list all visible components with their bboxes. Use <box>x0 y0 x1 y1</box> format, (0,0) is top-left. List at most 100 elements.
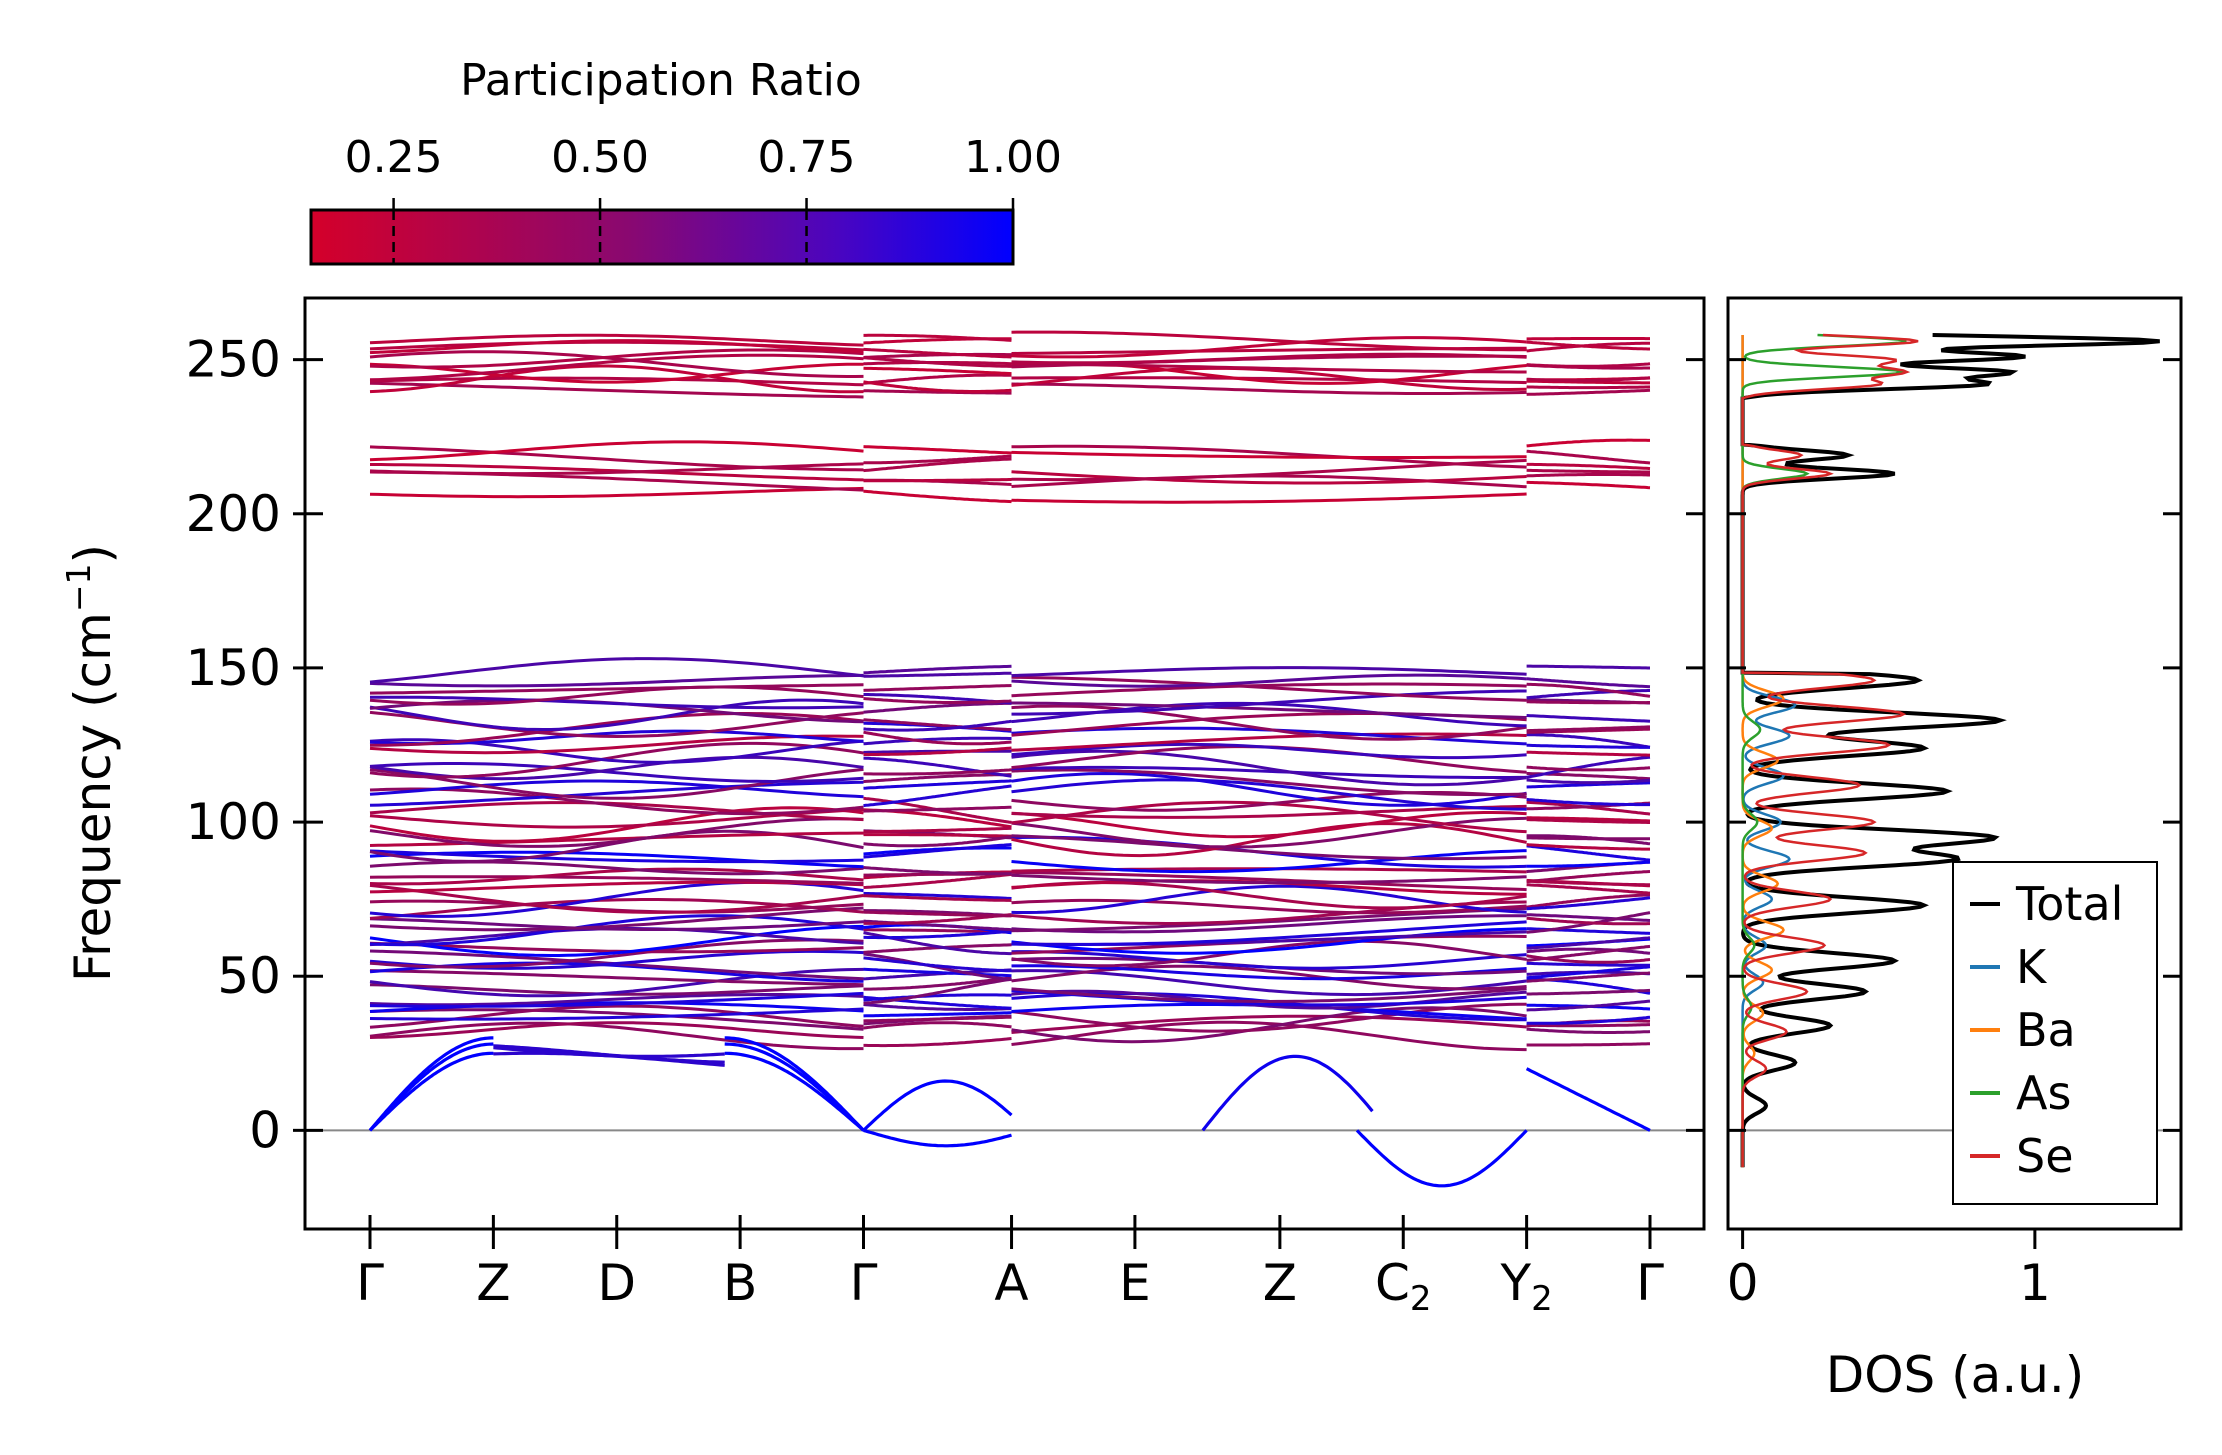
optical-branch <box>1526 947 1651 955</box>
optical-branch <box>1526 844 1651 862</box>
optical-branch <box>369 779 864 799</box>
acoustic-branch <box>493 1046 725 1058</box>
optical-branch <box>369 938 864 969</box>
optical-branch <box>1526 781 1650 789</box>
optical-branch <box>863 356 1012 368</box>
optical-branch <box>369 350 864 378</box>
optical-branch <box>863 805 1012 813</box>
optical-branch <box>369 983 864 996</box>
optical-branch <box>1011 742 1527 760</box>
optical-branch <box>863 976 1012 991</box>
optical-branch <box>1011 939 1527 968</box>
k-point-label: B <box>723 1254 757 1312</box>
optical-branch <box>1526 896 1651 911</box>
optical-branch <box>1526 879 1650 887</box>
optical-branch <box>863 910 1012 918</box>
dos-series-ba <box>1741 335 1785 1168</box>
optical-branch <box>369 991 864 1008</box>
optical-branch <box>1526 714 1651 723</box>
optical-branch <box>369 376 864 387</box>
legend-frame <box>1952 861 2158 1205</box>
optical-branch <box>1526 913 1651 922</box>
optical-branch <box>1526 700 1650 705</box>
optical-branch <box>1526 816 1651 823</box>
optical-branch <box>863 454 1012 465</box>
optical-branch <box>369 806 864 843</box>
optical-branch <box>1526 750 1650 757</box>
optical-branch <box>863 835 1012 848</box>
optical-branch <box>863 718 1012 732</box>
optical-branch <box>863 891 1012 900</box>
optical-branch <box>863 866 1012 876</box>
optical-branch <box>863 664 1012 675</box>
k-point-label: Z <box>476 1254 510 1312</box>
optical-branch <box>863 697 1012 704</box>
band-structure-panel: 0 50 100 150 200 250 Γ Z D B Γ A E Z C2 Y2 Γ Frequency (… <box>59 296 1706 1319</box>
optical-branch <box>369 1021 864 1051</box>
optical-branch <box>1526 449 1651 465</box>
optical-branch <box>1526 843 1650 851</box>
optical-branch <box>1011 701 1527 719</box>
optical-branch <box>863 833 1012 838</box>
optical-branch <box>369 914 864 947</box>
optical-branch <box>369 339 864 355</box>
dos-x-axis-label: DOS (a.u.) <box>1826 1346 2085 1404</box>
optical-branch <box>369 1008 864 1031</box>
optical-branch <box>1011 366 1527 391</box>
phonon-bands <box>368 330 1651 1188</box>
optical-branch <box>1011 450 1527 459</box>
optical-branch <box>1526 765 1651 772</box>
optical-branch <box>1011 444 1527 469</box>
optical-branch <box>1011 376 1527 385</box>
optical-branch <box>369 849 864 864</box>
optical-branch <box>369 969 864 987</box>
optical-branch <box>863 736 1012 746</box>
optical-branch <box>369 993 864 1007</box>
optical-branch <box>1011 989 1527 1010</box>
soft-mode-branch <box>1355 1129 1528 1188</box>
y-tick-label: 50 <box>217 947 281 1005</box>
k-point-label: A <box>994 1254 1028 1312</box>
optical-branch <box>863 967 1012 978</box>
optical-branch <box>863 773 1012 784</box>
optical-branch <box>1011 675 1527 702</box>
legend-label: Se <box>2016 1129 2074 1183</box>
optical-branch <box>1526 462 1651 471</box>
dos-x-tick-label: 0 <box>1727 1254 1759 1312</box>
optical-branch <box>1526 965 1651 980</box>
optical-branch <box>1526 916 1650 926</box>
legend-label: As <box>2016 1066 2071 1120</box>
optical-branch <box>1526 1027 1651 1034</box>
y-tick-label: 200 <box>186 485 281 543</box>
colorbar: Participation Ratio 0.25 0.50 0.75 1.00 <box>309 55 1062 266</box>
optical-branch <box>1526 1042 1650 1047</box>
optical-branch <box>1526 743 1650 749</box>
optical-branch <box>1526 733 1651 749</box>
dos-series-total <box>1740 333 2160 1168</box>
optical-branch <box>369 762 864 784</box>
optical-branch <box>1526 988 1651 996</box>
band-frame <box>303 296 1706 1231</box>
k-point-label: Γ <box>1636 1254 1664 1312</box>
optical-branch <box>1526 1015 1651 1025</box>
optical-branch <box>1526 677 1651 689</box>
optical-branch <box>863 719 1012 732</box>
acoustic-branch <box>1525 1067 1651 1132</box>
optical-branch <box>863 333 1012 342</box>
legend-label: K <box>2016 940 2048 994</box>
optical-branch <box>1011 352 1527 365</box>
optical-branch <box>369 673 864 688</box>
colorbar-tick-label: 0.75 <box>758 132 856 183</box>
legend-items: Total K Ba As Se <box>1970 877 2123 1183</box>
colorbar-tick-label: 1.00 <box>964 132 1062 183</box>
optical-branch <box>863 457 1012 473</box>
optical-branch <box>1011 682 1527 698</box>
optical-branch <box>1011 920 1527 947</box>
optical-branch <box>863 1011 1012 1018</box>
k-point-label: D <box>597 1254 636 1312</box>
optical-branch <box>863 894 1012 902</box>
dos-x-tick-label: 1 <box>2019 1254 2051 1312</box>
dos-frame <box>1726 296 2183 1231</box>
